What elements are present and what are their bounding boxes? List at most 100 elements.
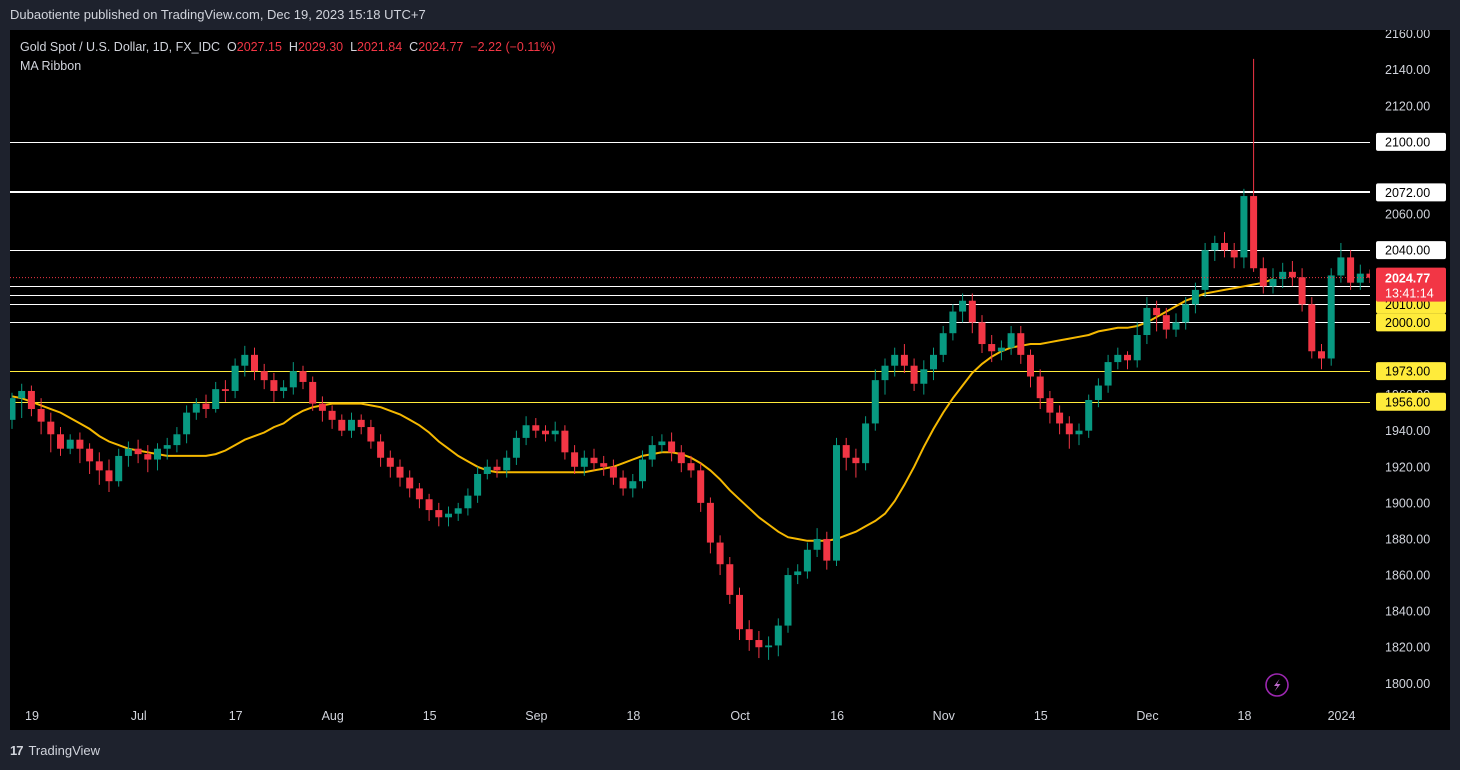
candle[interactable] [978,315,986,354]
candle[interactable] [600,455,608,476]
candle[interactable] [1085,394,1093,438]
price-axis[interactable]: 1800.00 1820.00 1840.00 1860.00 1880.00 1900.… [1370,30,1450,730]
candle[interactable] [842,437,850,471]
candle[interactable] [1172,313,1180,337]
candle[interactable] [1327,268,1335,366]
candle[interactable] [338,414,346,437]
candle[interactable] [318,396,326,422]
candle[interactable] [406,470,414,498]
candle[interactable] [367,419,375,449]
candle[interactable] [532,418,540,438]
candle[interactable] [1288,261,1296,287]
candle[interactable] [736,587,743,641]
candle[interactable] [1191,282,1199,314]
candle[interactable] [939,325,947,363]
candle[interactable] [95,452,103,485]
candle[interactable] [619,470,627,496]
candle[interactable] [706,497,714,554]
chart-frame[interactable]: 1800.00 1820.00 1840.00 1860.00 1880.00 1900.… [10,30,1450,730]
candle[interactable] [66,434,74,455]
candle[interactable] [959,293,967,323]
candle[interactable] [871,369,879,431]
candle[interactable] [580,450,588,476]
candle[interactable] [1221,232,1228,258]
candle[interactable] [629,473,637,498]
candle[interactable] [105,459,113,493]
candle[interactable] [852,448,860,478]
candle[interactable] [27,385,35,417]
candle[interactable] [173,427,181,453]
candle[interactable] [765,636,773,660]
candle[interactable] [474,466,482,503]
candle[interactable] [687,455,695,478]
candle[interactable] [997,340,1005,361]
candle[interactable] [1201,242,1209,298]
candle[interactable] [609,459,617,485]
candle[interactable] [774,618,782,657]
candle[interactable] [493,459,501,478]
candle[interactable] [231,358,239,399]
candle[interactable] [755,631,763,659]
candle[interactable] [1056,405,1064,435]
candle[interactable] [396,459,404,487]
candle[interactable] [726,557,734,604]
candle[interactable] [1153,300,1161,332]
candle[interactable] [435,502,443,527]
candle[interactable] [221,380,229,402]
candle[interactable] [862,416,870,471]
candle[interactable] [648,436,656,467]
candle[interactable] [1027,349,1034,388]
candle[interactable] [1075,423,1083,446]
candle[interactable] [289,362,297,395]
candle[interactable] [425,493,433,521]
candles-layer[interactable] [10,58,1374,660]
candle[interactable] [658,434,666,453]
candle[interactable] [47,412,55,453]
candle[interactable] [464,488,472,516]
candle[interactable] [115,448,123,487]
candle[interactable] [241,345,249,377]
candle[interactable] [1182,297,1190,330]
candle[interactable] [1308,297,1316,359]
candle[interactable] [1104,354,1112,393]
candle[interactable] [813,528,821,558]
candle[interactable] [1036,369,1044,410]
candle[interactable] [881,358,889,395]
candle[interactable] [784,567,792,633]
candle[interactable] [639,450,646,489]
candle[interactable] [86,443,94,474]
candle[interactable] [1347,250,1355,290]
candle[interactable] [18,383,26,419]
candle[interactable] [134,439,142,464]
candle[interactable] [1007,325,1015,355]
tradingview-logo[interactable]: 17 TradingView [10,740,100,760]
candle[interactable] [794,564,802,585]
candle[interactable] [1250,58,1258,272]
candle[interactable] [1318,344,1325,370]
candle[interactable] [270,372,278,402]
candle[interactable] [377,434,385,467]
candle[interactable] [1124,351,1131,370]
indicator-name[interactable]: MA Ribbon [20,59,82,73]
candle[interactable] [260,363,268,390]
candle[interactable] [1259,257,1267,294]
candle[interactable] [1337,242,1345,283]
candle[interactable] [1133,322,1141,368]
candle[interactable] [891,347,899,377]
candle[interactable] [571,445,579,474]
candle[interactable] [202,394,210,419]
candle[interactable] [1046,390,1054,424]
candle[interactable] [745,620,753,651]
candle[interactable] [1162,307,1170,339]
candle[interactable] [454,502,462,521]
candle[interactable] [949,304,957,341]
candle[interactable] [192,398,200,420]
candle[interactable] [1279,262,1287,289]
candle[interactable] [1094,378,1102,408]
candle[interactable] [445,506,452,527]
candle[interactable] [920,360,928,395]
price-chart[interactable]: 1800.00 1820.00 1840.00 1860.00 1880.00 1900.… [10,30,1450,730]
candle[interactable] [716,535,724,576]
candle[interactable] [163,437,171,460]
candle[interactable] [512,430,520,465]
